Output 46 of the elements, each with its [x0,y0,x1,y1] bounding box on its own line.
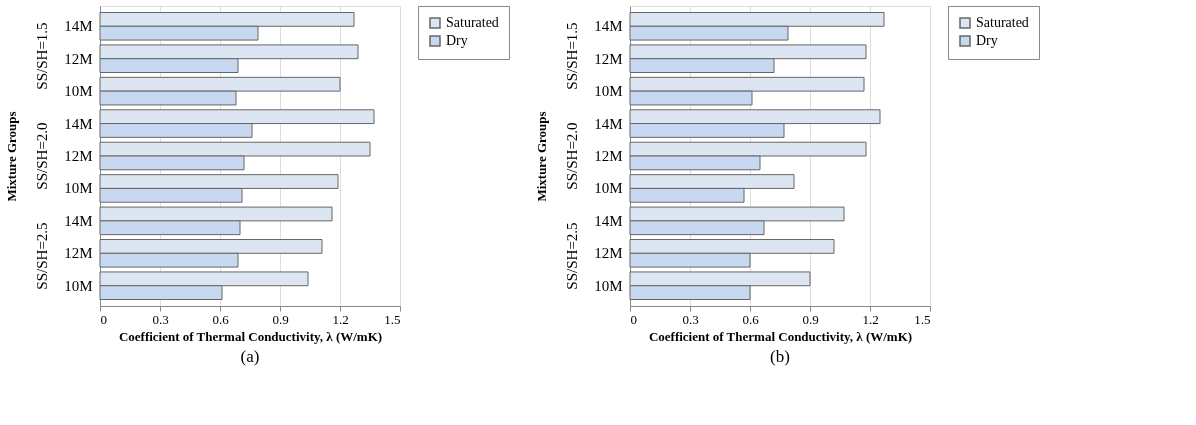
x-tick-label: 0 [100,311,107,327]
y-tick-label: 12M [64,50,93,67]
y-tick-label: 14M [64,115,93,132]
text: (b) [770,347,790,366]
text: SS/SH=1.5 [564,22,580,90]
text: SS/SH=2.5 [34,222,50,290]
x-tick-label: 0 [630,311,637,327]
x-axis-title: Coefficient of Thermal Conductivity, λ (W/mK) [648,328,913,344]
x-axis-title: Coefficient of Thermal Conductivity, λ (W/mK) [118,328,383,344]
y-axis-title: Mixture Groups [534,111,550,202]
y-tick-label: 14M [594,18,623,35]
y-tick-label: 10M [594,180,623,197]
y-tick-label: 12M [64,148,93,164]
x-tick-label: 0.3 [152,311,169,327]
legend-label: Dry [446,33,468,48]
x-tick-label: 1.5 [384,311,401,327]
legend-label: Dry [976,33,998,48]
y-tick-label: 14M [594,115,623,132]
legend-label: Saturated [446,15,499,30]
y-tick-label: 12M [594,245,623,262]
y-tick-label: 12M [64,245,93,262]
y-axis-title: Mixture Groups [4,111,20,202]
y-tick-label: 10M [64,277,93,294]
y-tick-label: 14M [64,212,93,229]
x-tick-label: 1.5 [914,311,931,327]
legend-label: Saturated [976,15,1029,30]
y-tick-label: 10M [594,277,623,294]
y-tick-label: 10M [64,180,93,197]
y-tick-label: 12M [594,50,623,67]
x-tick-label: 0.9 [272,311,289,327]
x-tick-label: 0.3 [682,311,699,327]
y-tick-label: 14M [594,212,623,229]
y-tick-label: 10M [594,83,623,100]
text: SS/SH=2.5 [564,222,580,290]
x-tick-label: 0.6 [742,311,760,327]
y-tick-label: 10M [64,83,93,100]
x-tick-label: 0.9 [802,311,819,327]
y-tick-label: 12M [594,148,623,164]
x-tick-label: 1.2 [862,311,879,327]
text: SS/SH=2.0 [564,122,580,190]
x-tick-label: 1.2 [332,311,349,327]
y-tick-label: 14M [64,18,93,35]
text: SS/SH=1.5 [34,22,50,90]
text: SS/SH=2.0 [34,122,50,190]
text: (a) [240,347,260,366]
x-tick-label: 0.6 [212,311,230,327]
